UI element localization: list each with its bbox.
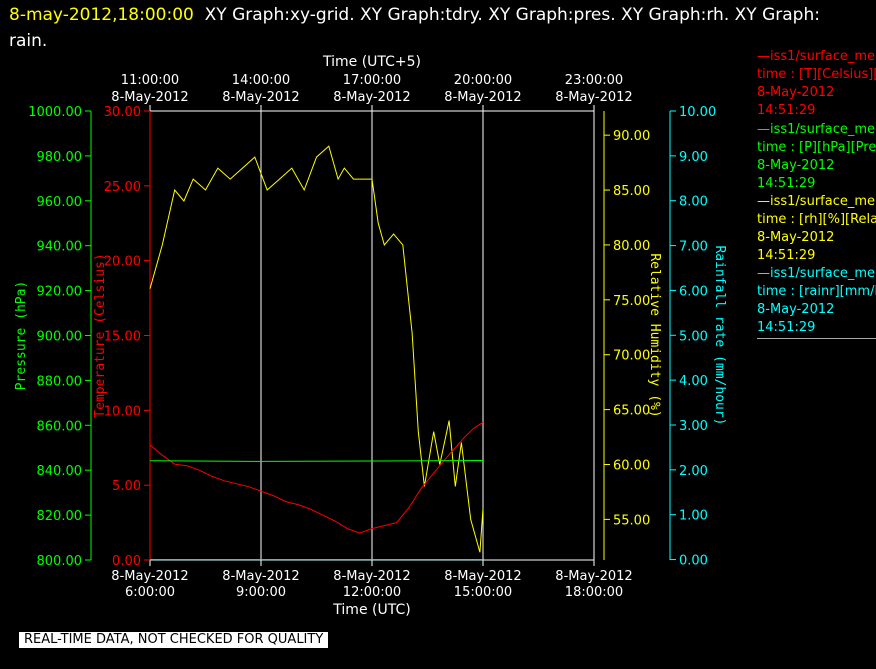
x-tick-label-time: 15:00:00 (454, 585, 512, 600)
x2-tick-label-date: 8-May-2012 (333, 90, 410, 105)
data-series (149, 145, 484, 561)
rain-tick-label: 1.00 (679, 509, 708, 524)
x-tick-label-time: 9:00:00 (236, 585, 286, 600)
x2-tick-label-time: 20:00:00 (454, 73, 512, 88)
rh-tick-label: 65.00 (613, 404, 650, 419)
temp-tick-label: 5.00 (112, 479, 141, 494)
legend-series-desc: time : [P][hPa][Pres (757, 140, 876, 155)
legend-series-name: —iss1/surface_me (757, 194, 876, 209)
axis-labels: 8-May-20126:00:0011:00:008-May-20128-May… (14, 54, 727, 618)
legend-series-name: —iss1/surface_me (757, 49, 876, 64)
legend-entry-pressure: —iss1/surface_me time : [P][hPa][Pres 8-… (757, 121, 876, 193)
legend-entry-rainfall: —iss1/surface_me time : [rainr][mm/ho 8-… (757, 265, 876, 337)
legend-entry-temperature: —iss1/surface_me time : [T][Celsius][T 8… (757, 48, 876, 120)
grid-lines (260, 111, 484, 560)
temp-tick-label: 15.00 (104, 330, 141, 345)
rh-tick-label: 55.00 (613, 513, 650, 528)
x-tick-label-date: 8-May-2012 (222, 569, 299, 584)
rh-axis-title: Relative Humidity (%) (647, 253, 662, 417)
legend-series-time: 14:51:29 (757, 176, 816, 191)
rain-tick-label: 6.00 (679, 284, 708, 299)
rh-tick-label: 85.00 (613, 184, 650, 199)
pres-tick-label: 860.00 (37, 419, 83, 434)
legend-series-date: 8-May-2012 (757, 230, 835, 245)
pres-tick-label: 980.00 (37, 150, 83, 165)
legend-series-time: 14:51:29 (757, 320, 816, 335)
temp-tick-label: 25.00 (104, 180, 141, 195)
legend-series-date: 8-May-2012 (757, 85, 835, 100)
rain-tick-label: 4.00 (679, 374, 708, 389)
x-tick-label-time: 18:00:00 (565, 585, 623, 600)
rain-tick-label: 0.00 (679, 554, 708, 569)
rh-tick-label: 70.00 (613, 349, 650, 364)
legend-series-time: 14:51:29 (757, 248, 816, 263)
legend-series-date: 8-May-2012 (757, 158, 835, 173)
header-datetime: 8-may-2012,18:00:00 (9, 5, 194, 25)
rh-tick-label: 80.00 (613, 239, 650, 254)
legend-series-desc: time : [T][Celsius][T (757, 67, 876, 82)
pres-tick-label: 900.00 (37, 330, 83, 345)
x-tick-label-date: 8-May-2012 (444, 569, 521, 584)
rh-tick-label: 75.00 (613, 294, 650, 309)
x2-tick-label-time: 11:00:00 (121, 73, 179, 88)
temp-tick-label: 10.00 (104, 404, 141, 419)
temp-tick-label: 20.00 (104, 255, 141, 270)
chart-header: 8-may-2012,18:00:00 XY Graph:xy-grid. XY… (9, 2, 859, 54)
x2-tick-label-time: 14:00:00 (232, 73, 290, 88)
x-tick-label-date: 8-May-2012 (555, 569, 632, 584)
rain-tick-label: 8.00 (679, 195, 708, 210)
pres-tick-label: 960.00 (37, 195, 83, 210)
rain-tick-label: 5.00 (679, 329, 708, 344)
pres-tick-label: 920.00 (37, 285, 83, 300)
x2-axis-title: Time (UTC+5) (322, 54, 421, 70)
rain-tick-label: 3.00 (679, 419, 708, 434)
x-tick-label-date: 8-May-2012 (333, 569, 410, 584)
pres-axis-title: Pressure (hPa) (14, 281, 29, 391)
humidity-line (149, 145, 484, 553)
x-axis-title: Time (UTC) (332, 602, 410, 618)
pres-tick-label: 880.00 (37, 374, 83, 389)
legend-entry-humidity: —iss1/surface_me time : [rh][%][Relati 8… (757, 193, 876, 265)
pressure-line (149, 460, 484, 462)
x2-tick-label-date: 8-May-2012 (555, 90, 632, 105)
legend-series-desc: time : [rainr][mm/ho (757, 284, 876, 299)
legend-series-date: 8-May-2012 (757, 302, 835, 317)
pres-tick-label: 1000.00 (28, 105, 82, 120)
x-tick-label-time: 12:00:00 (343, 585, 401, 600)
axes (85, 105, 676, 566)
rain-tick-label: 10.00 (679, 105, 716, 120)
x2-tick-label-date: 8-May-2012 (444, 90, 521, 105)
legend-series-time: 14:51:29 (757, 103, 816, 118)
legend-series-name: —iss1/surface_me (757, 266, 876, 281)
temp-tick-label: 0.00 (112, 554, 141, 569)
temp-axis-title: Temperature (Celsius) (93, 253, 108, 417)
rain-tick-label: 7.00 (679, 240, 708, 255)
rh-tick-label: 90.00 (613, 129, 650, 144)
x2-tick-label-date: 8-May-2012 (222, 90, 299, 105)
temp-tick-label: 30.00 (104, 105, 141, 120)
x2-tick-label-date: 8-May-2012 (111, 90, 188, 105)
header-graph-list: XY Graph:xy-grid. XY Graph:tdry. XY Grap… (9, 5, 820, 51)
pres-tick-label: 840.00 (37, 464, 83, 479)
x2-tick-label-time: 23:00:00 (565, 73, 623, 88)
temperature-line (149, 421, 484, 534)
pres-tick-label: 800.00 (37, 554, 83, 569)
pres-tick-label: 820.00 (37, 509, 83, 524)
x-tick-label-date: 8-May-2012 (111, 569, 188, 584)
rain-axis-title: Rainfall rate (mm/hour) (712, 245, 727, 425)
quality-disclaimer: REAL-TIME DATA, NOT CHECKED FOR QUALITY (19, 632, 329, 648)
pres-tick-label: 940.00 (37, 240, 83, 255)
rain-tick-label: 2.00 (679, 464, 708, 479)
legend-series-name: —iss1/surface_me (757, 122, 876, 137)
rain-tick-label: 9.00 (679, 150, 708, 165)
legend-series-desc: time : [rh][%][Relati (757, 212, 876, 227)
x-tick-label-time: 6:00:00 (125, 585, 175, 600)
rh-tick-label: 60.00 (613, 458, 650, 473)
legend-divider (757, 338, 876, 339)
x2-tick-label-time: 17:00:00 (343, 73, 401, 88)
